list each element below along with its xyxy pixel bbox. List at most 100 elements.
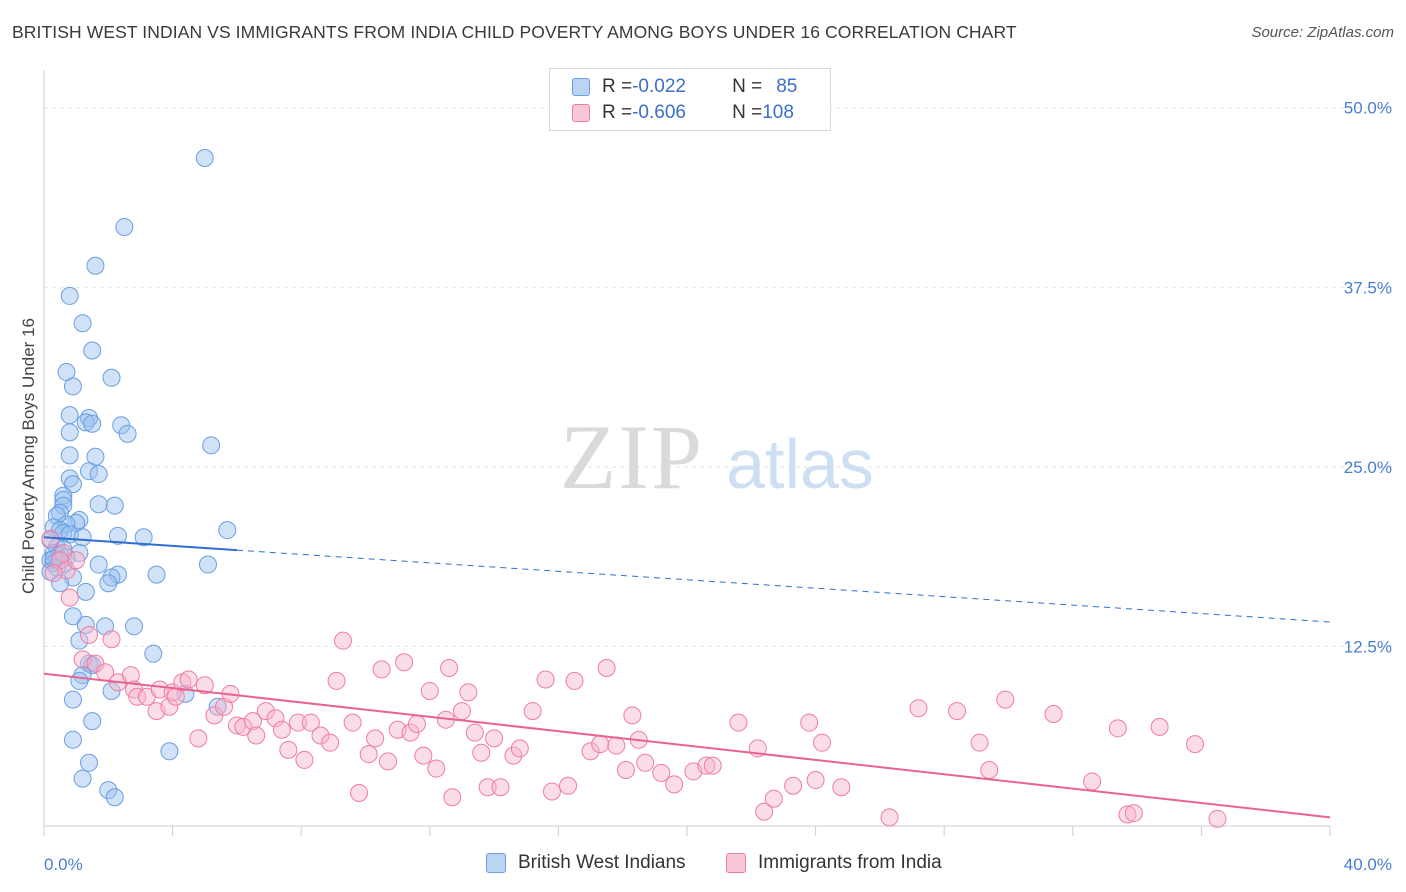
data-point-pink [272,720,291,739]
data-point-pink [420,681,439,700]
data-point-pink [510,739,529,758]
legend-row-pink: R = -0.606 N = 108 [572,102,794,124]
data-point-pink [295,750,314,769]
data-point-pink [414,746,433,765]
bottom-legend-label-pink: Immigrants from India [758,852,942,873]
legend-n-label: N = [732,102,763,123]
data-point-blue [115,217,134,236]
data-point-pink [321,733,340,752]
data-point-pink [784,776,803,795]
data-point-blue [54,486,73,505]
data-point-pink [806,771,825,790]
data-point-pink [813,733,832,752]
data-point-pink [504,746,523,765]
source-label: Source: ZipAtlas.com [1251,24,1394,41]
data-point-pink [1108,719,1127,738]
data-point-pink [1118,805,1137,824]
data-point-blue [89,465,108,484]
data-point-pink [764,789,783,808]
legend-swatch-blue [572,78,590,96]
data-point-pink [485,729,504,748]
data-point-blue [63,690,82,709]
data-point-blue [60,446,79,465]
data-point-pink [1185,735,1204,754]
data-point-blue [99,574,118,593]
data-point-pink [996,690,1015,709]
y-tick-label: 37.5% [1344,278,1392,297]
data-point-blue [195,149,214,168]
watermark-zip: ZIP [560,406,704,508]
data-point-pink [980,760,999,779]
data-point-pink [665,775,684,794]
bottom-legend-swatch-pink [726,853,746,873]
data-point-pink [372,660,391,679]
data-point-pink [478,778,497,797]
data-point-pink [395,653,414,672]
y-axis-label: Child Poverty Among Boys Under 16 [19,318,38,594]
data-point-pink [459,683,478,702]
bottom-legend: British West Indians Immigrants from Ind… [0,852,1406,876]
data-point-blue [63,730,82,749]
data-point-pink [616,760,635,779]
data-point-pink [189,729,208,748]
data-point-pink [160,697,179,716]
data-point-pink [195,676,214,695]
data-point-pink [443,788,462,807]
data-point-pink [350,783,369,802]
data-point-pink [452,702,471,721]
data-point-pink [1124,804,1143,823]
data-point-pink [1083,772,1102,791]
data-point-pink [179,670,198,689]
legend-n-label: N = [732,76,763,97]
data-point-blue [70,631,89,650]
data-point-blue [63,475,82,494]
trend-line-pink [43,672,1331,819]
data-point-pink [729,713,748,732]
data-point-blue [83,712,102,731]
data-point-pink [607,736,626,755]
data-point-pink [465,723,484,742]
data-point-pink [279,740,298,759]
data-point-blue [76,582,95,601]
data-point-blue [83,414,102,433]
series-british-west-indians [41,149,237,807]
data-point-pink [327,671,346,690]
watermark: ZIP atlas [560,406,874,508]
data-point-pink [243,712,262,731]
data-point-pink [80,625,99,644]
data-point-pink [652,763,671,782]
data-point-blue [63,377,82,396]
data-point-blue [108,526,127,545]
data-point-pink [800,713,819,732]
data-point-blue [89,555,108,574]
data-point-pink [359,745,378,764]
legend-r-value: -0.606 [632,102,686,123]
data-point-pink [343,713,362,732]
data-point-pink [234,717,253,736]
data-point-pink [288,713,307,732]
data-point-pink [559,776,578,795]
data-point-blue [102,568,121,587]
legend-n-value: 108 [762,102,794,123]
data-point-pink [301,713,320,732]
data-point-pink [597,658,616,677]
data-point-pink [266,709,285,728]
data-point-blue [44,549,63,568]
data-point-pink [407,715,426,734]
data-point-blue [83,341,102,360]
data-point-blue [60,406,79,425]
data-point-blue [60,286,79,305]
data-point-pink [536,670,555,689]
data-point-pink [880,808,899,827]
bottom-legend-swatch-blue [486,853,506,873]
data-point-blue [76,413,95,432]
data-point-pink [591,735,610,754]
data-point-pink [102,630,121,649]
data-point-pink [623,706,642,725]
data-point-blue [147,565,166,584]
data-point-blue [60,469,79,488]
y-tick-label: 12.5% [1344,637,1392,656]
data-point-pink [523,702,542,721]
data-point-pink [472,743,491,762]
data-point-pink [1044,704,1063,723]
